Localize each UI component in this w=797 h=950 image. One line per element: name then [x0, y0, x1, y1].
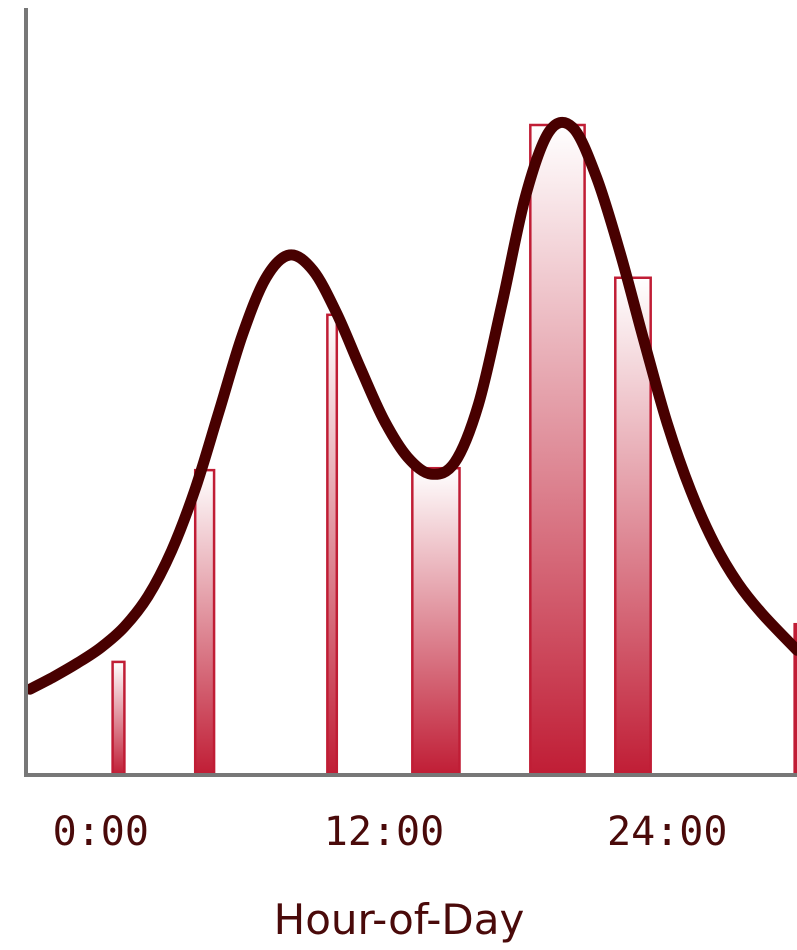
- histogram-bar: [193, 468, 216, 777]
- bars-layer: [111, 123, 797, 777]
- density-curve: [24, 116, 797, 695]
- histogram-bar: [326, 313, 339, 777]
- histogram-bar: [111, 660, 126, 777]
- x-tick-label: 24:00: [607, 809, 727, 855]
- histogram-bar: [411, 466, 461, 777]
- histogram-bar: [529, 123, 586, 777]
- x-tick-label: 0:00: [53, 809, 149, 855]
- x-axis-title: Hour-of-Day: [274, 895, 525, 944]
- x-tick-label: 12:00: [324, 809, 444, 855]
- x-tick-labels: 0:00 12:00 24:00: [53, 809, 728, 855]
